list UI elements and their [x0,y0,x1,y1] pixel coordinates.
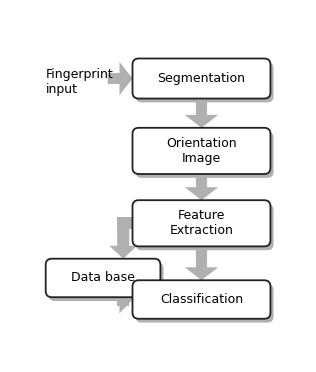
FancyBboxPatch shape [132,200,270,246]
FancyBboxPatch shape [136,132,274,178]
Polygon shape [109,223,137,259]
Text: Classification: Classification [160,293,243,306]
Text: Fingerprint
input: Fingerprint input [46,68,113,96]
Polygon shape [185,174,218,200]
FancyBboxPatch shape [136,284,274,323]
Polygon shape [119,286,132,313]
Polygon shape [185,99,218,128]
Polygon shape [117,297,129,305]
Text: Orientation
Image: Orientation Image [166,137,237,165]
FancyBboxPatch shape [136,204,274,250]
Text: Segmentation: Segmentation [157,72,246,85]
FancyBboxPatch shape [132,128,270,174]
Polygon shape [117,294,129,305]
Polygon shape [123,217,132,229]
FancyBboxPatch shape [132,280,270,319]
Polygon shape [185,246,218,280]
FancyBboxPatch shape [46,259,161,297]
Polygon shape [108,62,132,95]
Text: Feature
Extraction: Feature Extraction [170,209,234,237]
FancyBboxPatch shape [49,263,163,301]
Text: Data base: Data base [71,272,135,285]
FancyBboxPatch shape [132,58,270,99]
FancyBboxPatch shape [136,62,274,102]
Polygon shape [117,217,129,229]
